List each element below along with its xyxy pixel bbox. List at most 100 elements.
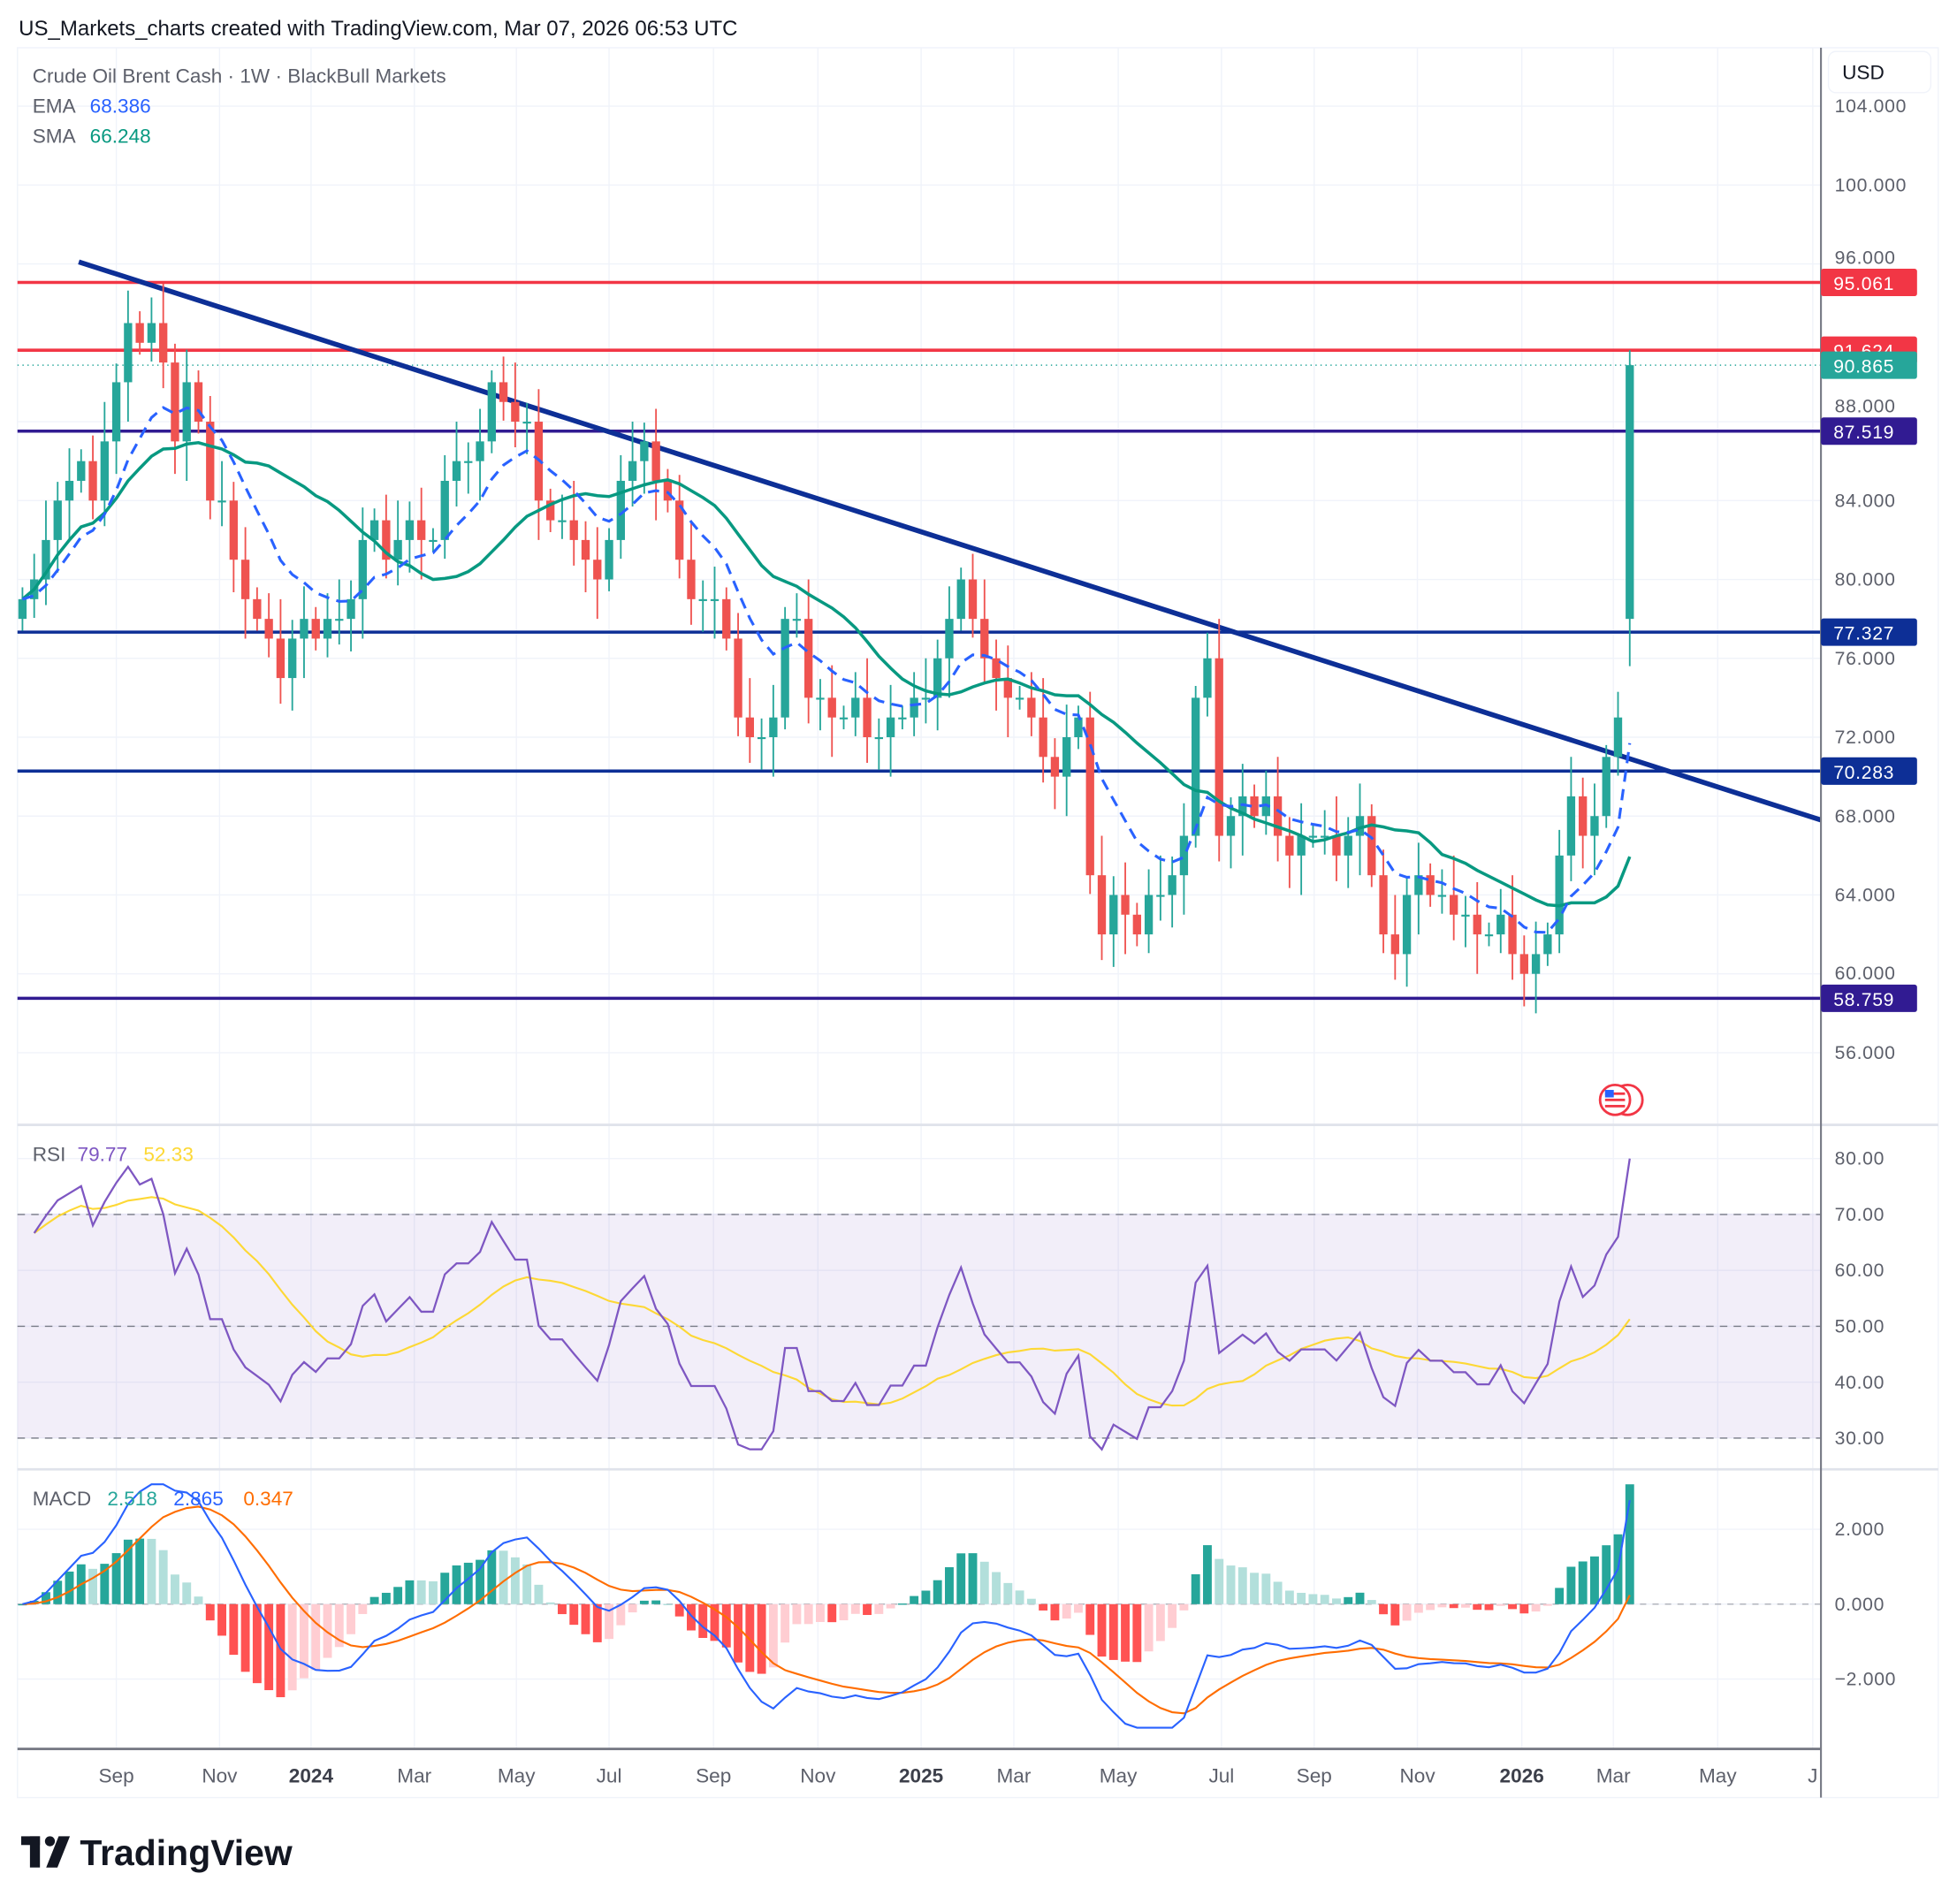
rsi-axis-label[interactable]: 70.00	[1835, 1205, 1885, 1225]
time-axis-label[interactable]: Mar	[397, 1765, 431, 1787]
rsi-axis-label[interactable]: 60.00	[1835, 1260, 1885, 1281]
candle-body	[1121, 895, 1130, 915]
price-axis-label[interactable]: 76.000	[1835, 649, 1896, 669]
candle	[874, 718, 883, 770]
macd-axis-label[interactable]: 0.000	[1835, 1595, 1885, 1615]
candle-body	[593, 560, 602, 580]
macd-axis-label[interactable]: 2.000	[1835, 1519, 1885, 1540]
macd-histogram-bar	[874, 1603, 884, 1614]
candle-body	[1566, 796, 1576, 856]
macd-histogram-bar	[1108, 1603, 1118, 1660]
macd-histogram-bar	[158, 1550, 168, 1604]
candle-body	[1285, 835, 1294, 856]
candle	[1168, 856, 1176, 928]
time-axis-label[interactable]: May	[1699, 1765, 1737, 1787]
price-axis-label[interactable]: 88.000	[1835, 397, 1896, 417]
candle-body	[18, 598, 27, 620]
time-axis-label[interactable]: Nov	[800, 1765, 836, 1787]
price-axis-label[interactable]: 96.000	[1835, 248, 1896, 268]
candle	[194, 370, 203, 434]
price-axis-label[interactable]: 68.000	[1835, 806, 1896, 826]
rsi-axis-label[interactable]: 40.00	[1835, 1373, 1885, 1393]
macd-histogram-bar	[792, 1603, 802, 1625]
price-axis-label[interactable]: 104.000	[1835, 96, 1907, 117]
price-axis-label[interactable]: 60.000	[1835, 963, 1896, 984]
candle-body	[417, 520, 426, 540]
candle	[687, 520, 696, 625]
macd-histogram-bar	[663, 1603, 673, 1606]
macd-histogram-bar	[616, 1603, 626, 1626]
price-axis-label[interactable]: 84.000	[1835, 491, 1896, 511]
symbol-title[interactable]: Crude Oil Brent Cash · 1W · BlackBull Ma…	[33, 65, 446, 88]
macd-line-value: 2.865	[173, 1488, 224, 1510]
time-axis-label[interactable]: Sep	[99, 1765, 134, 1787]
candle-body	[722, 598, 731, 639]
macd-histogram-bar	[1003, 1582, 1013, 1604]
candle	[980, 579, 989, 684]
macd-histogram-bar	[1555, 1588, 1565, 1604]
time-axis-label[interactable]: Jul	[1208, 1765, 1234, 1787]
price-axis-label[interactable]: 56.000	[1835, 1043, 1896, 1063]
macd-histogram-bar	[1519, 1603, 1529, 1614]
rsi-axis-label[interactable]: 80.00	[1835, 1149, 1885, 1169]
macd-histogram-bar	[1308, 1594, 1318, 1604]
price-axis-label[interactable]: 64.000	[1835, 886, 1896, 906]
rsi-axis-label[interactable]: 30.00	[1835, 1428, 1885, 1449]
candle-body	[323, 619, 332, 639]
macd-histogram-bar	[1026, 1598, 1036, 1604]
candle	[135, 311, 144, 355]
macd-histogram-bar	[311, 1603, 321, 1671]
candle-body	[1543, 934, 1552, 955]
macd-histogram-bar	[979, 1561, 989, 1604]
time-axis-label[interactable]: J	[1808, 1765, 1817, 1787]
macd-histogram-bar	[1215, 1558, 1224, 1604]
time-axis-label[interactable]: May	[1100, 1765, 1138, 1787]
time-axis-label[interactable]: Sep	[1297, 1765, 1332, 1787]
price-axis-label[interactable]: 72.000	[1835, 727, 1896, 748]
candle	[1543, 922, 1552, 966]
currency-label[interactable]: USD	[1842, 61, 1885, 83]
macd-histogram-bar	[229, 1603, 239, 1656]
trendline[interactable]	[78, 259, 1822, 823]
candle	[558, 494, 567, 539]
time-axis-label[interactable]: Mar	[1596, 1765, 1631, 1787]
candle	[88, 435, 97, 520]
macd-histogram-bar	[346, 1603, 355, 1634]
ema-label: EMA	[33, 95, 77, 117]
us-flag-icon[interactable]	[1598, 1083, 1644, 1116]
time-axis-label[interactable]: 2025	[899, 1765, 943, 1787]
currency-button[interactable]: USD	[1827, 50, 1932, 94]
candle-body	[933, 658, 942, 698]
candle-body	[1215, 658, 1223, 836]
candle	[792, 593, 802, 638]
macd-histogram-bar	[1250, 1573, 1259, 1604]
macd-histogram-bar	[863, 1603, 872, 1616]
axes[interactable]: 104.000 100.000 96.000 88.000 84.000 80.000 76…	[99, 96, 1908, 1787]
macd-histogram-bar	[850, 1603, 860, 1614]
candle-body	[1426, 875, 1435, 895]
time-axis-label[interactable]: Sep	[696, 1765, 731, 1787]
candle	[159, 283, 168, 389]
macd-axis-label[interactable]: −2.000	[1835, 1670, 1897, 1690]
price-axis-label[interactable]: 80.000	[1835, 570, 1896, 590]
macd-histogram-bar	[135, 1538, 145, 1604]
price-axis-label[interactable]: 100.000	[1835, 175, 1907, 195]
candle	[863, 658, 872, 763]
time-axis-label[interactable]: 2026	[1500, 1765, 1544, 1787]
macd-histogram-bar	[734, 1603, 742, 1663]
candle	[288, 620, 297, 711]
rsi-axis-label[interactable]: 50.00	[1835, 1317, 1885, 1337]
time-axis-label[interactable]: Mar	[997, 1765, 1032, 1787]
time-axis-label[interactable]: Jul	[597, 1765, 622, 1787]
time-axis-label[interactable]: Nov	[1399, 1765, 1435, 1787]
candle-body	[675, 500, 684, 560]
time-axis-label[interactable]: Nov	[202, 1765, 238, 1787]
time-axis-label[interactable]: May	[498, 1765, 536, 1787]
time-axis-label[interactable]: 2024	[289, 1765, 334, 1787]
candle-body	[992, 658, 1001, 679]
candle-body	[464, 461, 473, 463]
macd-histogram-bar	[147, 1538, 156, 1604]
macd-histogram-bar	[240, 1603, 250, 1672]
candle	[1496, 888, 1505, 954]
tradingview-logo[interactable]: TradingView	[21, 1832, 293, 1873]
